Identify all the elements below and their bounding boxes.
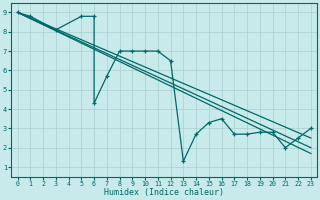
X-axis label: Humidex (Indice chaleur): Humidex (Indice chaleur) [104, 188, 224, 197]
